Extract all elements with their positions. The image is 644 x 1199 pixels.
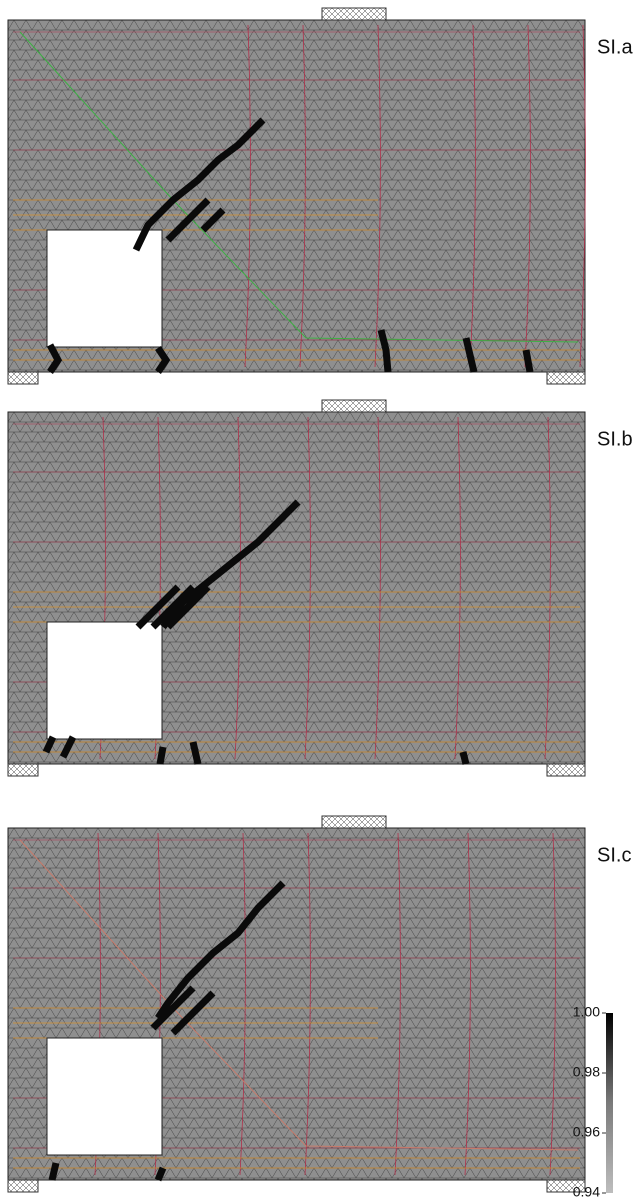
- crack: [193, 742, 198, 764]
- colorbar-tick-label: 0.98: [573, 1064, 600, 1080]
- left-support: [8, 372, 38, 384]
- left-support: [8, 1180, 38, 1192]
- panel: SI.b: [8, 400, 633, 776]
- top-support: [322, 400, 386, 412]
- right-support: [547, 764, 585, 776]
- panel-label: SI.c: [597, 844, 631, 866]
- page: SI.aSI.bSI.c1.000.980.960.94 (() => { co…: [0, 0, 644, 1199]
- panel: SI.a: [8, 8, 633, 384]
- crack: [52, 1163, 56, 1180]
- left-support: [8, 764, 38, 776]
- panel-label: SI.b: [597, 428, 633, 450]
- opening: [47, 1038, 162, 1155]
- colorbar: [606, 1013, 613, 1193]
- right-support: [547, 372, 585, 384]
- opening: [47, 622, 162, 739]
- top-support: [322, 816, 386, 828]
- panel-label: SI.a: [597, 36, 633, 58]
- figure: SI.a SI.b SI.c 1.00 0.98 0.96 0.94: [0, 0, 644, 1199]
- colorbar-tick-label: 1.00: [573, 1004, 600, 1020]
- opening: [47, 230, 162, 347]
- crack: [160, 747, 163, 764]
- top-support: [322, 8, 386, 20]
- crack: [158, 1168, 163, 1180]
- crack: [463, 752, 466, 764]
- colorbar-tick-label: 0.96: [573, 1124, 600, 1140]
- panel: SI.c: [8, 816, 631, 1192]
- crack: [526, 350, 530, 372]
- colorbar-tick-label: 0.94: [573, 1184, 600, 1199]
